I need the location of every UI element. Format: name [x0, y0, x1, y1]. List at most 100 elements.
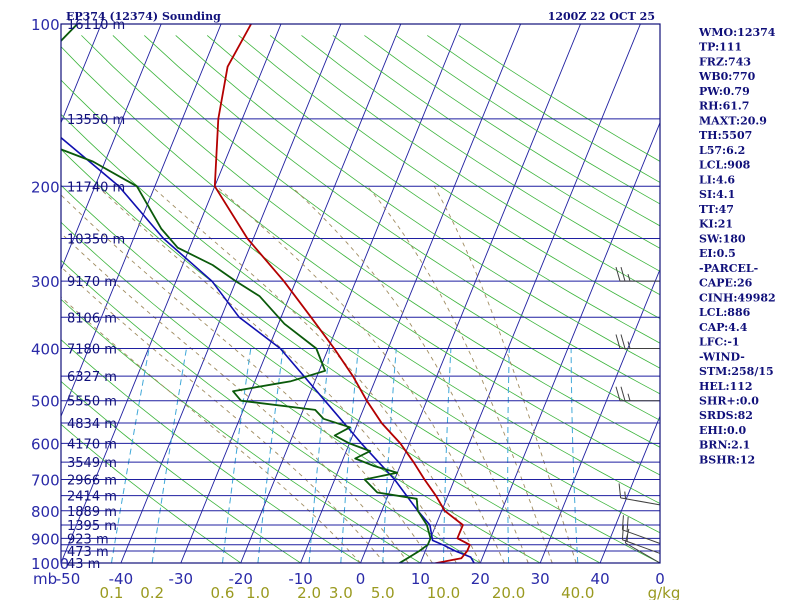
pressure-label: 1000 — [31, 555, 69, 573]
index-line: STM:258/15 — [699, 365, 774, 378]
wind-barb — [615, 334, 660, 350]
plot-frame — [60, 23, 661, 564]
wind-barb-flag — [621, 515, 624, 530]
wind-barb — [615, 267, 660, 282]
index-line: EI:0.5 — [699, 247, 736, 260]
temperature-tick-label: -50 — [56, 570, 81, 588]
index-line: EHI:0.0 — [699, 424, 746, 437]
plot-background — [61, 24, 660, 563]
dry-adiabat-line — [238, 35, 660, 320]
index-line: BSHR:12 — [699, 453, 755, 466]
wind-barb-staff — [620, 497, 661, 506]
temperature-tick-label: -10 — [288, 570, 313, 588]
wind-barb-flag — [620, 386, 626, 401]
wind-barb-flag — [626, 516, 629, 532]
dry-adiabat-line — [61, 298, 422, 563]
temperature-tick-label: -30 — [169, 570, 194, 588]
index-line: TT:47 — [699, 203, 734, 216]
temperature-tick-label: 10 — [411, 570, 430, 588]
index-line: KI:21 — [699, 218, 733, 231]
index-line: MAXT:20.9 — [699, 114, 767, 127]
dry-adiabat-line — [61, 380, 302, 563]
dry-adiabat-line — [61, 339, 362, 563]
dry-adiabat-line — [61, 259, 482, 563]
height-label: 43 m — [67, 557, 100, 572]
pressure-label: 900 — [31, 530, 60, 548]
dry-adiabat-line — [269, 35, 660, 296]
height-label: 9170 m — [67, 275, 117, 290]
mixing-ratio-label: 1.0 — [246, 584, 270, 600]
index-line: WB0:770 — [698, 70, 756, 83]
wind-barb-flag — [621, 525, 624, 540]
height-label: 2414 m — [67, 490, 117, 505]
pressure-label: 400 — [31, 341, 60, 359]
index-line: LCL:886 — [699, 306, 751, 319]
isotherm-line — [419, 24, 641, 563]
wind-barb — [624, 528, 661, 564]
moist-adiabat-line — [367, 186, 553, 563]
wind-barb-flag — [624, 528, 630, 544]
isotherm-line — [479, 121, 660, 563]
index-line: -WIND- — [699, 350, 745, 363]
dry-adiabat-line — [144, 35, 660, 395]
wind-barb-half-flag — [624, 491, 627, 499]
pressure-label: 600 — [31, 435, 60, 453]
index-line: PW:0.79 — [699, 85, 750, 98]
wind-barb-half-flag — [627, 341, 631, 349]
isotherm-line — [539, 268, 660, 563]
dry-adiabat-line — [61, 46, 660, 476]
wind-barb-flag — [620, 334, 626, 349]
index-line: SW:180 — [699, 232, 746, 245]
dry-adiabat-line — [206, 35, 660, 344]
mixing-ratio-label: 0.1 — [100, 584, 124, 600]
mixing-ratio-label: 10.0 — [427, 584, 460, 600]
index-line: BRN:2.1 — [699, 439, 750, 452]
mixing-ratio-label: 2.0 — [297, 584, 321, 600]
height-label: 4834 m — [67, 417, 117, 432]
wind-barb-half-flag — [627, 274, 631, 282]
isotherm-line — [61, 24, 102, 124]
mixing-ratio-label: 0.2 — [140, 584, 164, 600]
mixing-ratio-label: 40.0 — [561, 584, 594, 600]
index-line: CAPE:26 — [699, 277, 753, 290]
index-line: -PARCEL- — [699, 262, 758, 275]
pressure-label: 700 — [31, 472, 60, 490]
dry-adiabat-line — [61, 148, 660, 563]
isotherm-line — [180, 24, 402, 563]
parcel-line — [61, 136, 475, 563]
moist-adiabat-line — [216, 185, 505, 563]
temperature-tick-label: -40 — [109, 570, 134, 588]
temperature-tick-label: -20 — [228, 570, 253, 588]
dry-adiabat-line — [112, 35, 660, 421]
chart-title-left: EP374 (12374) Sounding — [66, 10, 221, 23]
wind-barb — [618, 483, 661, 506]
index-line: SI:4.1 — [699, 188, 735, 201]
mixing-ratio-label: 0.6 — [211, 584, 235, 600]
temperature-tick-label: 40 — [591, 570, 610, 588]
pressure-label: 300 — [31, 273, 60, 291]
dry-adiabat-line — [301, 35, 660, 272]
dry-adiabat-line — [61, 79, 660, 504]
height-label: 6327 m — [67, 370, 117, 385]
index-line: LCL:908 — [699, 159, 751, 172]
pressure-label: 800 — [31, 503, 60, 521]
height-label: 1395 m — [67, 519, 117, 534]
index-line: HEL:112 — [699, 380, 753, 393]
index-line: RH:61.7 — [699, 100, 749, 113]
index-line: LFC:-1 — [699, 336, 740, 349]
height-label: 11740 m — [67, 180, 125, 195]
index-line: CINH:49982 — [699, 291, 776, 304]
chart-title-right: 1200Z 22 OCT 25 — [548, 10, 655, 23]
dry-adiabat-line — [81, 35, 660, 448]
isotherm-line — [300, 24, 522, 563]
dry-adiabat-line — [175, 35, 660, 369]
isotherm-line — [61, 24, 162, 271]
mixing-ratio-label: 5.0 — [371, 584, 395, 600]
index-line: LI:4.6 — [699, 173, 735, 186]
moist-adiabat-line — [61, 296, 361, 563]
index-line: CAP:4.4 — [699, 321, 748, 334]
dewpoint-line — [61, 24, 432, 563]
temperature-tick-label: 0 — [655, 570, 665, 588]
isotherm-line — [61, 24, 222, 418]
